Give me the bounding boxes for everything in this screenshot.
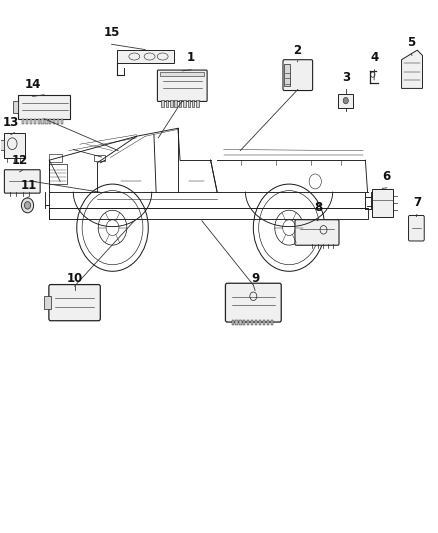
Bar (57, 119, 59, 124)
Bar (247, 320, 249, 325)
FancyBboxPatch shape (4, 169, 40, 193)
Bar (4, 133, 25, 158)
Text: 15: 15 (103, 26, 120, 39)
Bar (179, 100, 181, 107)
Bar (49, 119, 52, 124)
Bar (196, 100, 199, 107)
Bar (117, 50, 173, 63)
Circle shape (343, 98, 348, 104)
Text: 4: 4 (371, 52, 379, 64)
Text: 6: 6 (383, 169, 391, 182)
Circle shape (25, 201, 31, 209)
FancyBboxPatch shape (283, 60, 313, 91)
Bar (170, 100, 173, 107)
Bar (13, 101, 18, 114)
FancyBboxPatch shape (226, 283, 281, 322)
Bar (284, 64, 290, 86)
Bar (53, 119, 56, 124)
Text: 7: 7 (413, 196, 421, 209)
Bar (187, 100, 190, 107)
Bar (160, 72, 204, 76)
Polygon shape (402, 50, 423, 88)
Bar (372, 189, 393, 216)
Bar (94, 155, 105, 161)
Text: 13: 13 (3, 116, 19, 130)
Bar (236, 320, 238, 325)
Text: 14: 14 (25, 78, 41, 91)
FancyBboxPatch shape (409, 215, 424, 241)
Bar (338, 94, 353, 108)
FancyBboxPatch shape (295, 220, 339, 245)
Bar (243, 320, 245, 325)
Text: 8: 8 (314, 201, 323, 214)
Bar (44, 296, 51, 309)
Circle shape (21, 198, 34, 213)
Text: 10: 10 (67, 272, 83, 285)
Bar (174, 100, 177, 107)
Bar (22, 119, 24, 124)
Bar (263, 320, 265, 325)
Bar (61, 119, 63, 124)
Text: 3: 3 (342, 71, 350, 84)
Bar (34, 119, 36, 124)
Bar (255, 320, 257, 325)
Bar (30, 119, 32, 124)
Bar (42, 119, 44, 124)
Text: 9: 9 (251, 272, 259, 285)
Bar (271, 320, 273, 325)
Bar (0, 140, 4, 150)
Bar (26, 119, 28, 124)
Text: 5: 5 (407, 36, 415, 49)
Bar (267, 320, 269, 325)
Text: 12: 12 (11, 154, 28, 166)
Bar (232, 320, 234, 325)
Bar (161, 100, 164, 107)
FancyBboxPatch shape (49, 285, 100, 321)
Bar (259, 320, 261, 325)
Bar (251, 320, 253, 325)
Text: 1: 1 (187, 52, 195, 64)
Bar (38, 119, 40, 124)
Bar (49, 164, 67, 184)
Bar (49, 155, 61, 163)
Text: 2: 2 (293, 44, 301, 56)
Bar (18, 95, 70, 119)
Bar (166, 100, 168, 107)
Bar (240, 320, 242, 325)
FancyBboxPatch shape (157, 70, 207, 101)
Text: 11: 11 (20, 179, 36, 191)
Bar (46, 119, 48, 124)
Bar (192, 100, 194, 107)
Bar (183, 100, 186, 107)
